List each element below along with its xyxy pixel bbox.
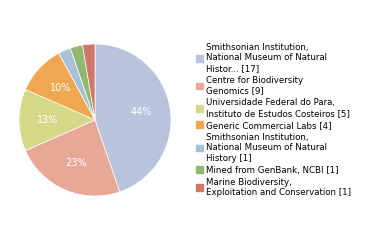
Text: 13%: 13% <box>37 115 59 125</box>
Text: 10%: 10% <box>50 83 71 93</box>
Wedge shape <box>95 44 171 192</box>
Wedge shape <box>25 53 95 120</box>
Wedge shape <box>19 90 95 150</box>
Wedge shape <box>59 48 95 120</box>
Wedge shape <box>25 120 120 196</box>
Wedge shape <box>70 45 95 120</box>
Legend: Smithsonian Institution,
National Museum of Natural
Histor... [17], Centre for B: Smithsonian Institution, National Museum… <box>194 41 353 199</box>
Text: 23%: 23% <box>65 158 87 168</box>
Wedge shape <box>82 44 95 120</box>
Text: 44%: 44% <box>131 107 152 117</box>
